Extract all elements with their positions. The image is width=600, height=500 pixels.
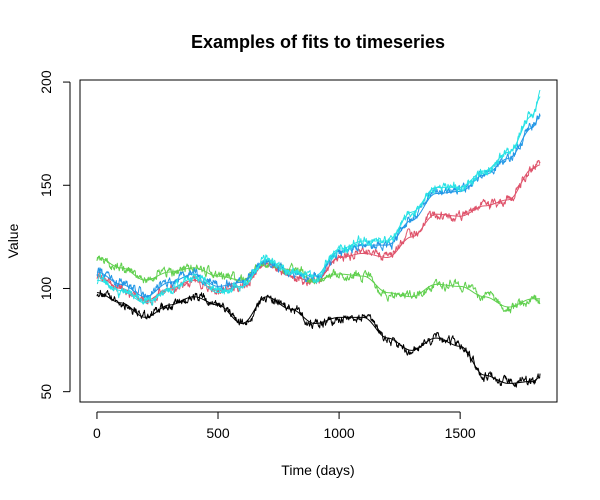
y-tick-label: 150	[38, 173, 54, 197]
fit-line	[96, 257, 541, 308]
series-line	[96, 113, 541, 299]
fit-line	[96, 292, 541, 384]
x-axis-label: Time (days)	[281, 462, 354, 478]
x-tick-label: 500	[206, 425, 230, 441]
y-axis: 50 100 150 200	[38, 70, 71, 400]
chart-title: Examples of fits to timeseries	[191, 32, 445, 52]
x-tick-label: 0	[93, 425, 101, 441]
y-tick-label: 100	[38, 277, 54, 301]
x-tick-label: 1000	[324, 425, 355, 441]
y-tick-label: 50	[38, 384, 54, 400]
x-tick-label: 1500	[445, 425, 476, 441]
series-line	[96, 289, 541, 388]
y-axis-label: Value	[5, 223, 21, 258]
x-axis: 0 500 1000 1500	[93, 411, 476, 441]
series-layer	[96, 89, 541, 388]
fit-line	[96, 96, 541, 304]
y-tick-label: 200	[38, 70, 54, 94]
plot-area	[79, 79, 558, 403]
